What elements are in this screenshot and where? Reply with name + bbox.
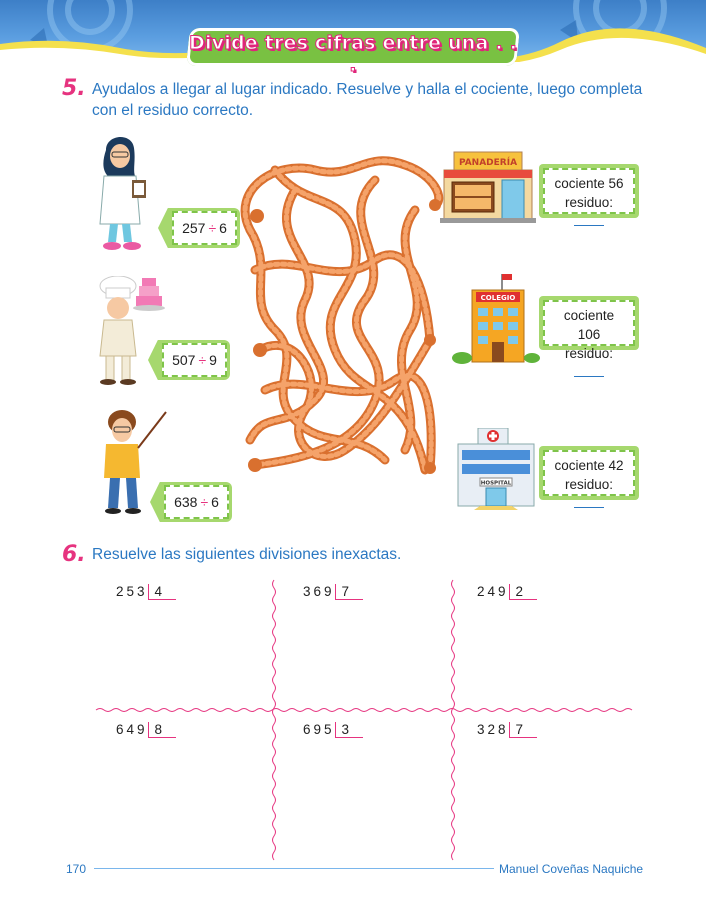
- divisor: 4: [147, 584, 176, 600]
- footer-divider: [94, 868, 494, 869]
- school-illustration: COLEGIO: [452, 274, 540, 364]
- exercise-6-instruction: Resuelve las siguientes divisiones inexa…: [92, 546, 402, 563]
- residuo-blank[interactable]: [574, 365, 604, 377]
- division-problem-4: 649 8: [116, 722, 176, 738]
- division-problem-5: 695 3: [303, 722, 363, 738]
- dividend: 249: [477, 584, 509, 599]
- cociente-label: cociente 56: [554, 176, 624, 191]
- divisor: 8: [147, 722, 176, 738]
- rope-maze: [240, 156, 444, 475]
- dividend: 695: [303, 722, 335, 737]
- teacher-illustration: [104, 410, 167, 514]
- divisor: 7: [508, 722, 537, 738]
- division-symbol: ÷: [200, 494, 209, 510]
- dividend: 369: [303, 584, 335, 599]
- cociente-label: cociente 42: [554, 458, 624, 473]
- divisor: 6: [211, 494, 219, 510]
- hospital-illustration: HOSPITAL: [457, 428, 535, 510]
- division-problem-2: 369 7: [303, 584, 363, 600]
- dividend: 253: [116, 584, 148, 599]
- page-number: 170: [66, 862, 87, 876]
- division-symbol: ÷: [198, 352, 207, 368]
- exercise-5-instruction-line2: con el residuo correcto.: [92, 102, 254, 119]
- chef-illustration: [99, 276, 165, 385]
- result-box-hospital: cociente 42 residuo:: [539, 446, 639, 508]
- dividend: 328: [477, 722, 509, 737]
- operation-tag-chef: 507 ÷ 9: [148, 340, 230, 380]
- residuo-blank[interactable]: [574, 496, 604, 508]
- residuo-blank[interactable]: [574, 214, 604, 226]
- author-name: Manuel Coveñas Naquiche: [499, 862, 644, 876]
- divisor: 9: [209, 352, 217, 368]
- divisor: 7: [334, 584, 363, 600]
- division-symbol: ÷: [208, 220, 217, 236]
- divisor: 2: [508, 584, 537, 600]
- school-sign: COLEGIO: [481, 294, 516, 302]
- result-box-panaderia: cociente 56 residuo:: [539, 164, 639, 226]
- division-problem-6: 328 7: [477, 722, 537, 738]
- hospital-sign: HOSPITAL: [481, 481, 512, 487]
- exercise-6-number: 6.: [62, 542, 86, 567]
- exercise-5-number: 5.: [62, 76, 86, 101]
- page-title: Divide tres cifras entre una . . .: [188, 32, 517, 77]
- cociente-label: cociente 106: [563, 308, 615, 342]
- residuo-label: residuo:: [564, 477, 614, 492]
- bakery-sign: PANADERÍA: [459, 156, 517, 168]
- exercise-5-instruction-line1: Ayudalos a llegar al lugar indicado. Res…: [92, 81, 643, 98]
- division-problem-1: 253 4: [116, 584, 176, 600]
- result-box-colegio: cociente 106 residuo:: [539, 296, 639, 377]
- dividend: 507: [172, 352, 196, 368]
- dividend: 638: [174, 494, 198, 510]
- residuo-label: residuo:: [564, 195, 614, 210]
- divisor: 6: [219, 220, 227, 236]
- dividend: 257: [182, 220, 206, 236]
- doctor-illustration: [99, 136, 146, 250]
- residuo-label: residuo:: [564, 346, 614, 361]
- dividend: 649: [116, 722, 148, 737]
- division-problem-3: 249 2: [477, 584, 537, 600]
- bakery-illustration: PANADERÍA: [440, 151, 536, 223]
- operation-tag-teacher: 638 ÷ 6: [150, 482, 232, 522]
- operation-tag-doctor: 257 ÷ 6: [158, 208, 240, 248]
- divisor: 3: [334, 722, 363, 738]
